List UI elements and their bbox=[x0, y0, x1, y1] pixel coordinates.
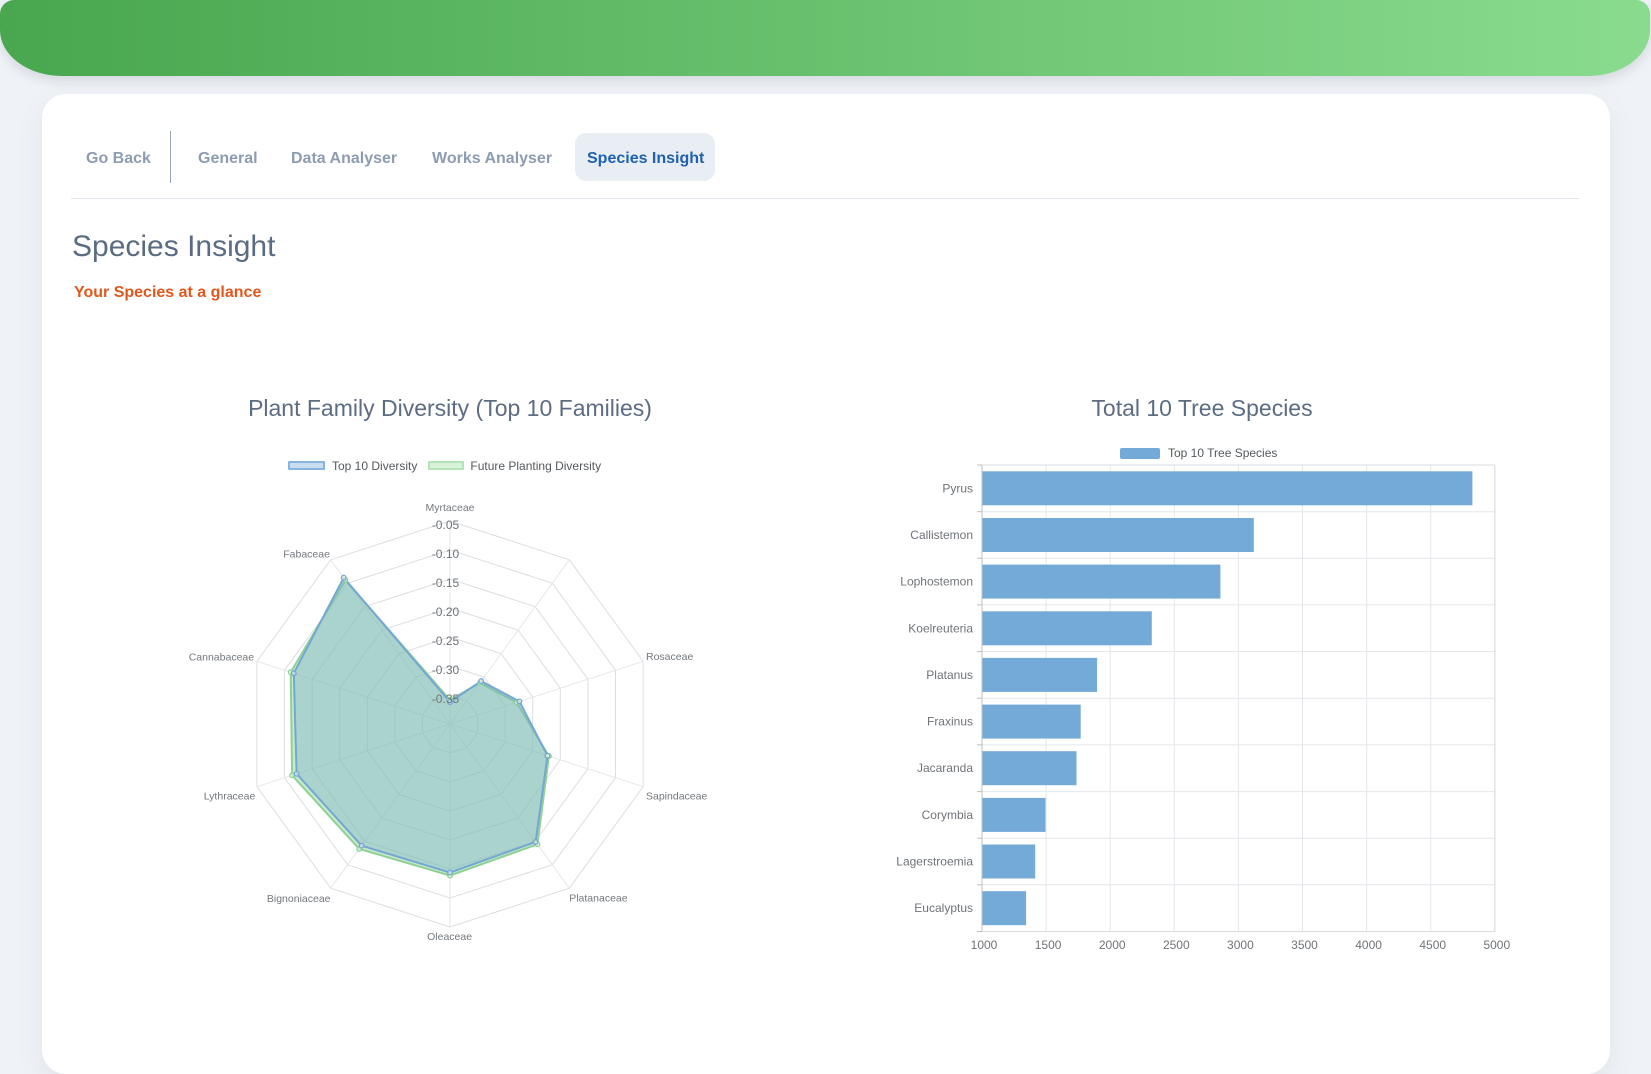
svg-text:-0.05: -0.05 bbox=[432, 518, 460, 532]
svg-text:Callistemon: Callistemon bbox=[910, 528, 973, 542]
svg-text:1000: 1000 bbox=[971, 938, 998, 952]
svg-text:Bignoniaceae: Bignoniaceae bbox=[267, 893, 331, 905]
svg-text:-0.30: -0.30 bbox=[432, 663, 460, 677]
svg-text:4500: 4500 bbox=[1419, 938, 1446, 952]
svg-text:Fabaceae: Fabaceae bbox=[283, 548, 330, 560]
svg-text:-0.15: -0.15 bbox=[432, 576, 460, 590]
svg-text:2000: 2000 bbox=[1099, 938, 1126, 952]
svg-text:Lagerstroemia: Lagerstroemia bbox=[896, 855, 973, 869]
svg-text:-0.25: -0.25 bbox=[432, 634, 460, 648]
svg-text:Cannabaceae: Cannabaceae bbox=[189, 652, 255, 664]
svg-text:Platanus: Platanus bbox=[926, 668, 973, 682]
svg-text:Platanaceae: Platanaceae bbox=[569, 893, 628, 905]
svg-text:3000: 3000 bbox=[1227, 938, 1254, 952]
svg-text:-0.20: -0.20 bbox=[432, 605, 460, 619]
svg-text:Myrtaceae: Myrtaceae bbox=[425, 502, 474, 514]
svg-text:-0.10: -0.10 bbox=[432, 547, 460, 561]
svg-text:3500: 3500 bbox=[1291, 938, 1318, 952]
svg-text:Eucalyptus: Eucalyptus bbox=[914, 901, 973, 915]
svg-text:Fraxinus: Fraxinus bbox=[927, 715, 973, 729]
svg-text:4000: 4000 bbox=[1355, 938, 1382, 952]
svg-text:Sapindaceae: Sapindaceae bbox=[646, 791, 707, 803]
svg-text:Pyrus: Pyrus bbox=[942, 481, 973, 495]
svg-text:2500: 2500 bbox=[1163, 938, 1190, 952]
svg-text:Lophostemon: Lophostemon bbox=[900, 575, 973, 589]
svg-text:5000: 5000 bbox=[1483, 938, 1510, 952]
svg-text:1500: 1500 bbox=[1035, 938, 1062, 952]
svg-text:Rosaceae: Rosaceae bbox=[646, 651, 693, 663]
svg-text:-0.35: -0.35 bbox=[432, 692, 460, 706]
svg-text:Jacaranda: Jacaranda bbox=[917, 761, 973, 775]
svg-text:Corymbia: Corymbia bbox=[922, 808, 974, 822]
svg-text:Oleaceae: Oleaceae bbox=[427, 931, 472, 943]
svg-text:Lythraceae: Lythraceae bbox=[204, 791, 256, 803]
svg-text:Koelreuteria: Koelreuteria bbox=[908, 621, 973, 635]
